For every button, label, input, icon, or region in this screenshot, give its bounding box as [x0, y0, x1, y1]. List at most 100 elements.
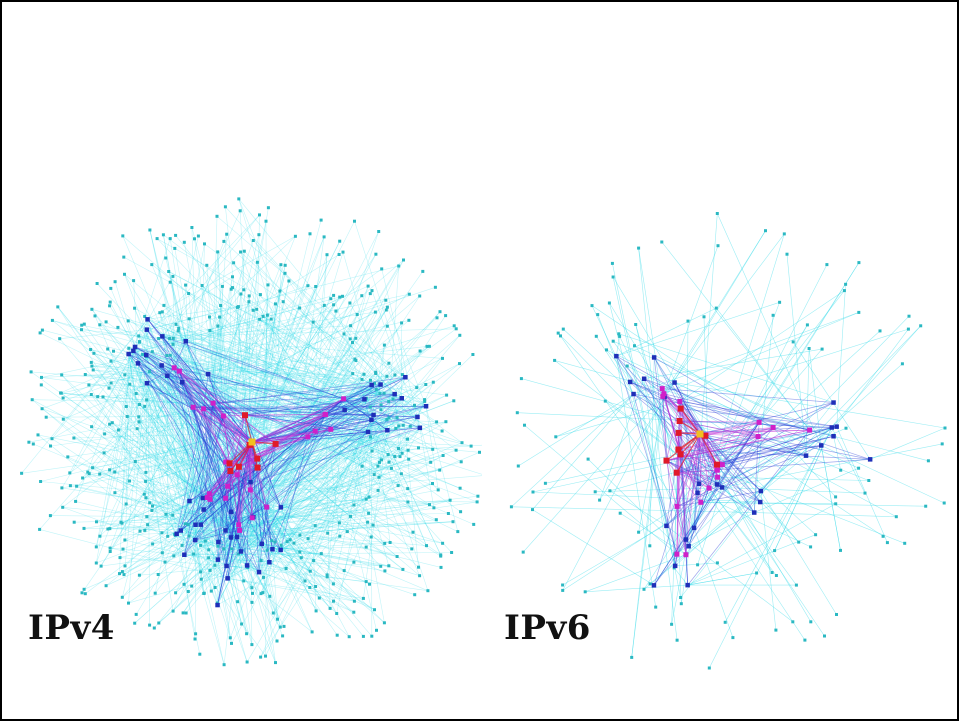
leaf-node [303, 579, 307, 583]
leaf-node [95, 520, 98, 524]
leaf-node [261, 314, 265, 318]
mid-node [614, 353, 619, 359]
leaf-node [153, 591, 157, 595]
leaf-node [418, 294, 422, 298]
leaf-node [593, 490, 597, 494]
leaf-node [844, 426, 848, 430]
mid-node [224, 563, 229, 569]
nodes [20, 197, 481, 667]
leaf-node [128, 382, 132, 386]
leaf-node [625, 364, 629, 368]
leaf-node [90, 364, 94, 368]
leaf-node [123, 272, 126, 276]
leaf-node [384, 308, 388, 312]
leaf-node [40, 407, 44, 411]
leaf-node [192, 552, 196, 556]
leaf-node [274, 661, 277, 665]
leaf-node [75, 484, 79, 488]
leaf-node [181, 611, 185, 615]
leaf-node [298, 533, 302, 537]
leaf-node [229, 287, 233, 291]
leaf-node [834, 502, 838, 506]
inner-node [171, 365, 177, 371]
leaf-node [834, 495, 838, 499]
leaf-node [385, 418, 389, 421]
inner-node [201, 406, 207, 412]
core-node [714, 461, 720, 468]
leaf-node [308, 586, 312, 589]
leaf-node [617, 332, 621, 336]
leaf-node [611, 339, 615, 343]
leaf-node [439, 565, 443, 569]
leaf-node [458, 362, 461, 366]
leaf-node [94, 561, 98, 565]
mid-node [205, 371, 211, 377]
leaf-node [519, 377, 523, 381]
leaf-node [148, 370, 151, 374]
leaf-node [349, 324, 353, 328]
leaf-node [186, 590, 190, 593]
leaf-node [238, 209, 242, 213]
leaf-node [157, 337, 161, 340]
leaf-node [509, 505, 513, 509]
leaf-node [444, 420, 448, 424]
leaf-node [435, 420, 439, 424]
leaf-node [900, 362, 904, 366]
leaf-node [352, 610, 356, 614]
leaf-node [311, 320, 315, 324]
mid-node [752, 510, 757, 515]
leaf-node [164, 512, 168, 516]
ipv4-label: IPv4 [24, 608, 119, 648]
leaf-node [329, 297, 333, 301]
leaf-node [383, 569, 387, 573]
mid-node [278, 547, 283, 553]
leaf-node [288, 538, 292, 542]
leaf-node [435, 316, 439, 320]
leaf-node [142, 492, 146, 496]
leaf-node [156, 573, 160, 576]
leaf-node [56, 305, 60, 309]
leaf-node [431, 482, 434, 485]
leaf-node [293, 234, 297, 238]
leaf-node [387, 460, 391, 464]
core-node [663, 457, 670, 464]
leaf-node [559, 334, 562, 338]
inner-node [237, 527, 243, 533]
leaf-node [39, 480, 43, 483]
leaf-node [319, 218, 323, 222]
leaf-node [322, 235, 326, 239]
leaf-node [393, 373, 397, 377]
leaf-node [72, 436, 76, 440]
mid-node [415, 414, 420, 420]
leaf-node [395, 555, 399, 558]
leaf-node [152, 626, 156, 630]
mid-node [256, 569, 262, 575]
mid-node [691, 525, 697, 531]
leaf-node [239, 250, 243, 254]
leaf-node [924, 504, 928, 508]
leaf-node [61, 417, 65, 421]
leaf-node [454, 327, 458, 331]
leaf-node [825, 263, 829, 267]
leaf-node [40, 375, 43, 379]
leaf-node [367, 511, 371, 515]
leaf-node [200, 284, 204, 287]
inner-node [660, 393, 666, 399]
edges [511, 213, 946, 669]
leaf-node [146, 523, 150, 527]
leaf-node [82, 322, 86, 326]
leaf-node [298, 550, 302, 554]
leaf-node [370, 289, 374, 293]
leaf-node [68, 471, 72, 475]
leaf-node [137, 415, 141, 419]
leaf-node [362, 372, 366, 376]
leaf-node [386, 453, 390, 456]
leaf-node [247, 294, 251, 298]
mid-node [144, 327, 150, 332]
leaf-node [352, 503, 356, 507]
leaf-node [285, 540, 289, 544]
core-node [227, 468, 234, 474]
leaf-node [391, 397, 395, 401]
leaf-node [523, 423, 526, 427]
leaf-node [393, 455, 397, 458]
